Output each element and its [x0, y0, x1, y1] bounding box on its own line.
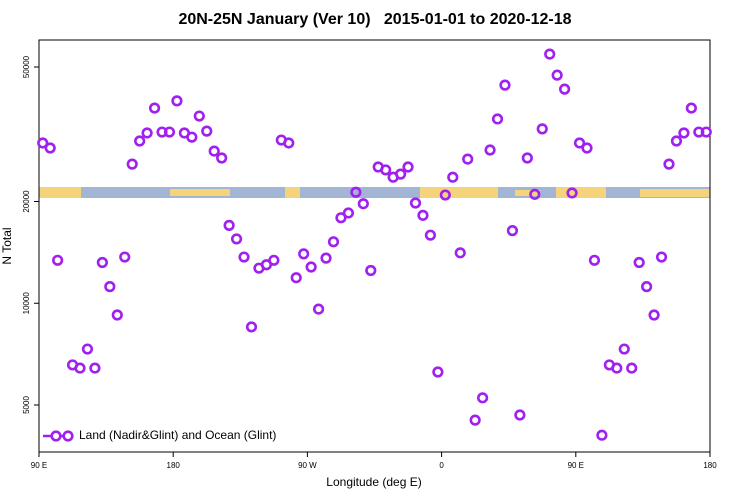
x-tick-label: 0 — [439, 461, 444, 470]
y-tick-label: 10000 — [22, 292, 31, 315]
point — [559, 83, 571, 95]
point — [447, 171, 459, 183]
point — [514, 409, 526, 421]
point — [312, 303, 325, 315]
x-tick-label: 90 E — [31, 461, 47, 470]
point — [216, 152, 228, 164]
point — [529, 188, 541, 200]
point — [477, 392, 489, 404]
point — [320, 252, 332, 264]
point — [506, 225, 519, 237]
point — [618, 343, 630, 355]
x-tick-label: 90 W — [298, 461, 317, 470]
y-tick-label: 5000 — [22, 396, 31, 414]
x-tick-label: 180 — [167, 461, 181, 470]
legend-label: Land (Nadir&Glint) and Ocean (Glint) — [79, 428, 276, 442]
legend-marker — [50, 430, 62, 442]
point — [104, 281, 116, 293]
point — [119, 251, 131, 263]
point — [305, 261, 317, 273]
legend-marker — [62, 430, 74, 442]
point — [641, 281, 653, 293]
point — [633, 256, 645, 269]
point — [171, 95, 183, 107]
point — [402, 161, 414, 173]
point — [37, 137, 49, 149]
point — [588, 254, 601, 266]
x-axis-label: Longitude (deg E) — [326, 475, 421, 489]
point — [245, 321, 258, 333]
point — [230, 233, 243, 245]
point — [111, 309, 123, 321]
point — [186, 131, 198, 143]
point — [74, 362, 86, 374]
point — [193, 110, 205, 122]
y-tick-label: 20000 — [22, 190, 31, 213]
point — [290, 272, 302, 284]
point — [648, 309, 660, 321]
point — [201, 125, 213, 137]
point — [327, 236, 340, 248]
point — [484, 144, 496, 156]
point — [439, 189, 451, 201]
point — [298, 248, 310, 260]
point — [96, 256, 108, 269]
point — [670, 135, 683, 147]
point — [163, 126, 176, 138]
point — [499, 79, 511, 91]
point — [551, 69, 563, 81]
point — [357, 198, 369, 210]
point — [44, 142, 56, 154]
point — [454, 247, 466, 259]
point — [581, 142, 593, 154]
chart-title: 20N-25N January (Ver 10) 2015-01-01 to 2… — [178, 11, 571, 28]
point — [521, 152, 533, 164]
point — [134, 135, 146, 147]
map-strip — [39, 187, 710, 198]
point — [678, 127, 690, 139]
point — [566, 187, 578, 199]
point — [462, 153, 474, 165]
point — [283, 137, 295, 149]
point — [655, 251, 668, 263]
point — [409, 197, 422, 209]
point — [424, 229, 437, 241]
point — [596, 429, 608, 441]
point — [685, 102, 697, 114]
point — [208, 145, 220, 157]
point — [536, 123, 548, 135]
point — [141, 127, 153, 139]
point — [81, 343, 94, 355]
point — [342, 207, 355, 219]
point — [469, 414, 481, 426]
plot-frame — [38, 39, 711, 453]
y-axis-label: N Total — [0, 227, 14, 264]
point — [365, 264, 377, 277]
point — [573, 137, 586, 149]
x-tick-label: 90 E — [568, 461, 584, 470]
point — [89, 362, 101, 374]
point — [350, 186, 362, 198]
point — [148, 102, 161, 114]
point — [223, 219, 235, 231]
point — [126, 158, 138, 170]
x-tick-label: 180 — [703, 461, 717, 470]
point — [663, 158, 675, 170]
y-tick-label: 50000 — [22, 55, 31, 78]
point — [268, 254, 280, 266]
point — [417, 209, 429, 221]
point — [626, 362, 638, 374]
point — [544, 48, 556, 60]
point — [432, 366, 444, 378]
point — [335, 212, 347, 224]
point — [700, 126, 712, 138]
point — [52, 254, 64, 266]
point — [394, 168, 407, 180]
point — [238, 251, 250, 263]
point — [380, 164, 392, 176]
point — [611, 362, 623, 374]
point — [491, 113, 504, 125]
